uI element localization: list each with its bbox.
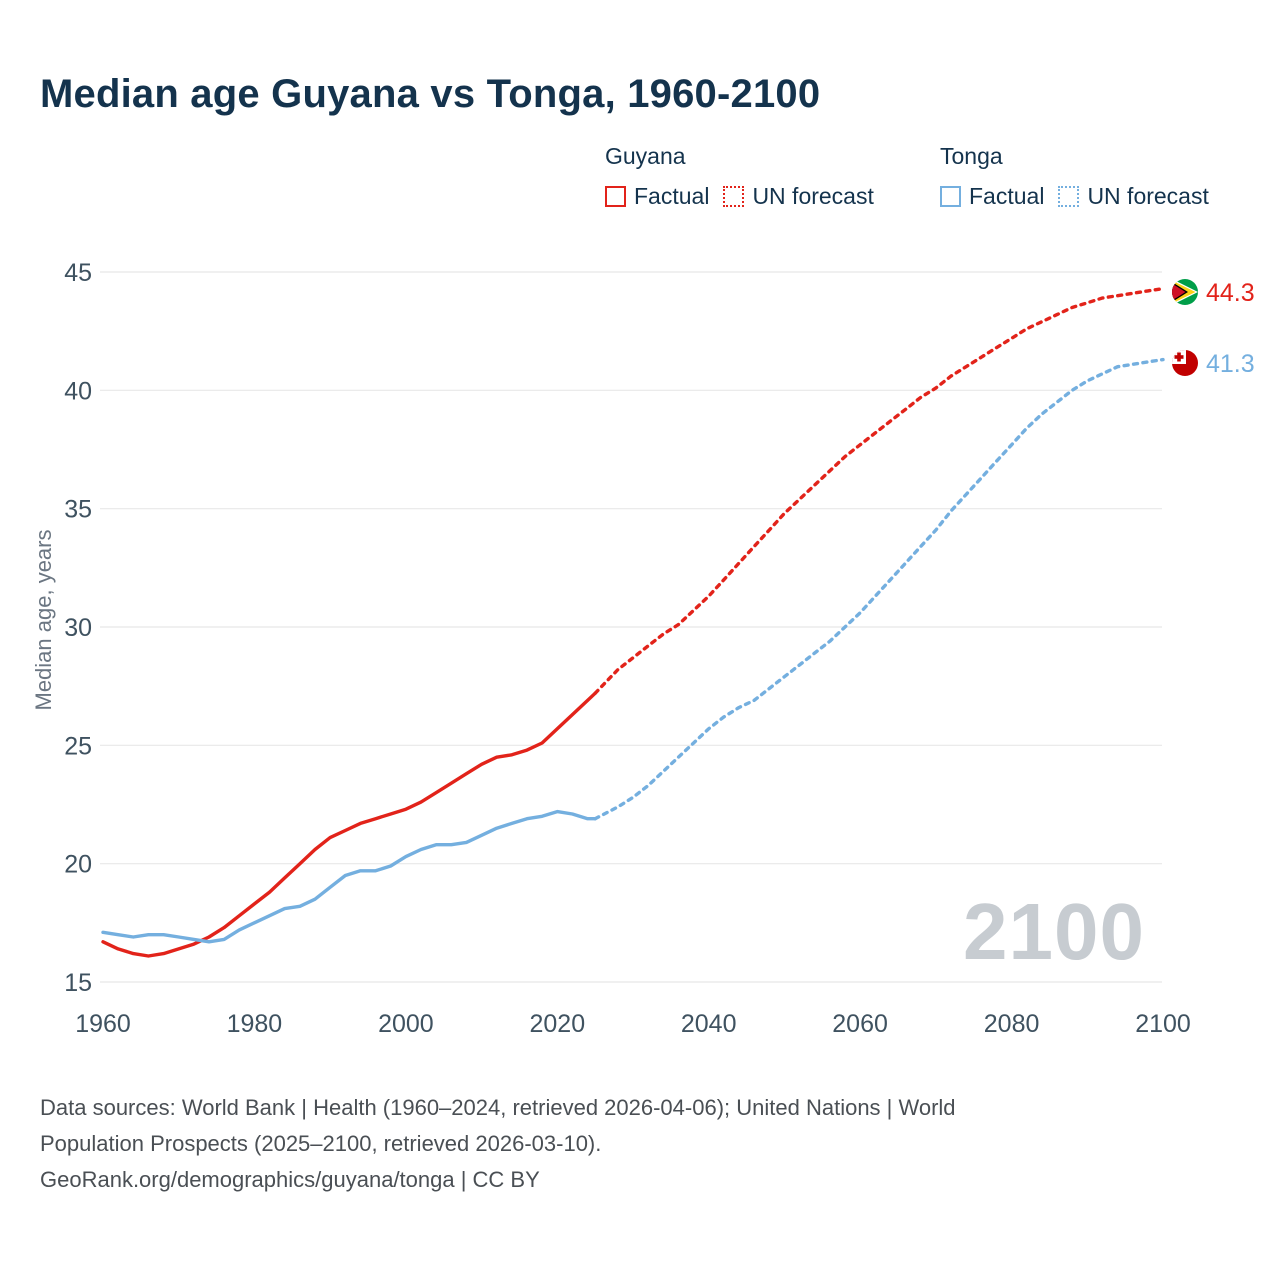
x-tick-label: 2020 xyxy=(529,1010,585,1038)
footer-line: Population Prospects (2025–2100, retriev… xyxy=(40,1131,602,1156)
tonga-flag-icon xyxy=(1172,350,1198,376)
y-tick-label: 25 xyxy=(64,732,92,760)
end-value-label-guyana: 44.3 xyxy=(1206,279,1255,307)
x-tick-label: 2060 xyxy=(832,1010,888,1038)
legend-group-tonga: Tonga Factual UN forecast xyxy=(940,143,1209,210)
y-tick-label: 35 xyxy=(64,496,92,524)
legend-item-label: UN forecast xyxy=(1087,183,1209,209)
year-watermark: 2100 xyxy=(963,887,1145,976)
legend-item-label: UN forecast xyxy=(752,183,874,209)
y-tick-label: 45 xyxy=(64,259,92,287)
legend-item-tonga-forecast: UN forecast xyxy=(1058,183,1209,210)
guyana-flag-icon xyxy=(1172,279,1198,305)
end-value-label-tonga: 41.3 xyxy=(1206,350,1255,378)
footer-attribution: Data sources: World Bank | Health (1960–… xyxy=(40,1090,956,1198)
x-tick-label: 2100 xyxy=(1135,1010,1191,1038)
legend-item-tonga-factual: Factual xyxy=(940,183,1044,210)
footer-line: GeoRank.org/demographics/guyana/tonga | … xyxy=(40,1167,540,1192)
y-axis-label: Median age, years xyxy=(31,529,56,711)
y-tick-label: 40 xyxy=(64,377,92,405)
legend-group-name: Guyana xyxy=(605,143,686,169)
legend-item-label: Factual xyxy=(634,183,710,209)
x-tick-label: 2080 xyxy=(984,1010,1040,1038)
legend-item-label: Factual xyxy=(969,183,1045,209)
legend-group-guyana: Guyana Factual UN forecast xyxy=(605,143,874,210)
series-line-tonga-un-forecast xyxy=(593,357,1165,821)
dashed-line-swatch-icon xyxy=(1058,186,1080,207)
solid-line-swatch-icon xyxy=(605,186,626,207)
page-title: Median age Guyana vs Tonga, 1960-2100 xyxy=(40,72,821,116)
x-tick-label: 1980 xyxy=(227,1010,283,1038)
legend-item-guyana-forecast: UN forecast xyxy=(723,183,874,210)
legend-item-guyana-factual: Factual xyxy=(605,183,709,210)
solid-line-swatch-icon xyxy=(940,186,961,207)
y-tick-label: 30 xyxy=(64,614,92,642)
x-tick-label: 2000 xyxy=(378,1010,434,1038)
legend-row: Factual UN forecast xyxy=(940,183,1209,210)
series-line-tonga-factual xyxy=(101,809,597,944)
series-line-guyana-factual xyxy=(101,691,597,958)
footer-line: Data sources: World Bank | Health (1960–… xyxy=(40,1095,956,1120)
series-lines xyxy=(101,286,1165,958)
legend-row: Factual UN forecast xyxy=(605,183,874,210)
dashed-line-swatch-icon xyxy=(723,186,745,207)
axis-tick-labels: 15 20 25 30 35 40 45 1960 1980 2000 2020 2040 2060 20… xyxy=(64,259,1191,1038)
series-line-guyana-un-forecast xyxy=(593,286,1165,695)
legend-group-name: Tonga xyxy=(940,143,1003,169)
gridlines xyxy=(100,271,1162,983)
x-tick-label: 1960 xyxy=(75,1010,131,1038)
y-tick-label: 15 xyxy=(64,969,92,997)
x-tick-label: 2040 xyxy=(681,1010,737,1038)
y-tick-label: 20 xyxy=(64,851,92,879)
